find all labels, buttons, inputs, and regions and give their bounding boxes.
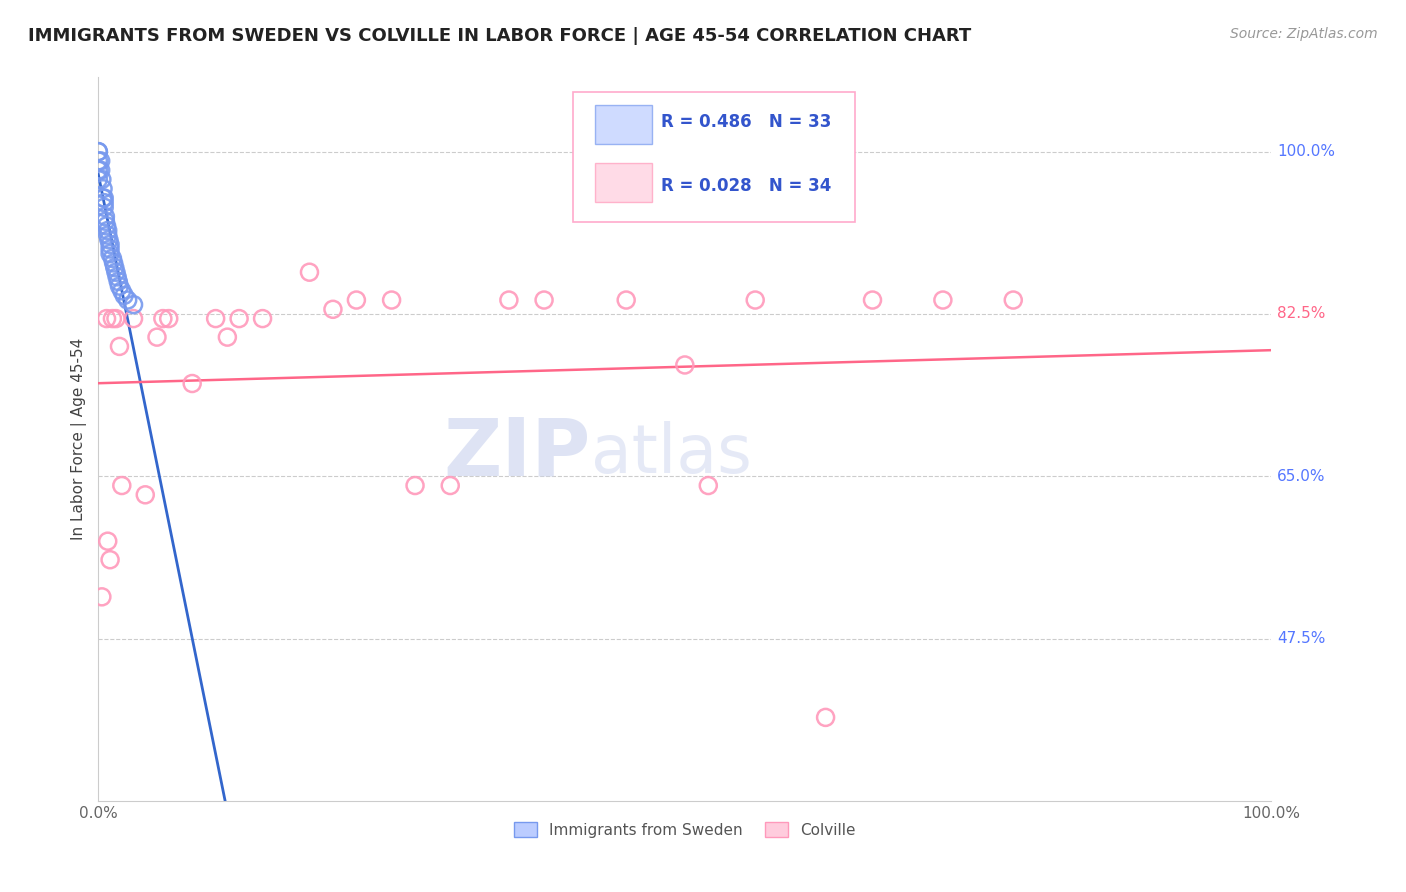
Point [93,191,115,205]
Text: 100.0%: 100.0% [1277,145,1336,159]
Point [98,553,121,567]
Point [404,478,426,492]
Point [744,293,766,307]
Point [697,478,720,492]
Text: 82.5%: 82.5% [1277,307,1326,321]
Point [103,256,125,270]
Point [87,145,110,159]
Point [614,293,637,307]
Text: ZIP: ZIP [444,415,591,492]
Text: 47.5%: 47.5% [1277,631,1326,646]
Legend: Immigrants from Sweden, Colville: Immigrants from Sweden, Colville [508,815,862,844]
Point [87,163,110,178]
Text: R = 0.486   N = 33: R = 0.486 N = 33 [661,113,832,131]
Point [932,293,955,307]
Point [344,293,367,307]
FancyBboxPatch shape [595,163,652,202]
Point [97,233,120,247]
Point [117,293,139,307]
Point [93,200,115,214]
Point [134,488,156,502]
Point [217,330,239,344]
Point [94,214,117,228]
Point [101,311,124,326]
Point [101,252,124,266]
Text: R = 0.028   N = 34: R = 0.028 N = 34 [661,177,832,195]
Text: atlas: atlas [591,421,752,487]
Point [252,311,274,326]
Point [91,182,114,196]
Text: 65.0%: 65.0% [1277,469,1326,483]
Point [439,478,461,492]
Point [90,590,112,604]
Point [122,311,145,326]
Point [90,163,112,178]
Point [97,228,120,243]
Point [111,478,134,492]
Point [98,246,121,260]
Point [105,269,128,284]
Point [98,242,121,256]
Point [94,210,117,224]
Point [146,330,169,344]
Point [90,172,112,186]
Point [152,311,174,326]
Point [108,279,131,293]
Point [322,302,344,317]
Point [87,172,110,186]
Point [862,293,884,307]
Point [97,534,120,549]
Point [298,265,321,279]
Point [97,223,120,237]
Point [381,293,404,307]
Text: IMMIGRANTS FROM SWEDEN VS COLVILLE IN LABOR FORCE | AGE 45-54 CORRELATION CHART: IMMIGRANTS FROM SWEDEN VS COLVILLE IN LA… [28,27,972,45]
Point [814,710,837,724]
Point [98,237,121,252]
Point [108,339,131,353]
Point [93,195,115,210]
Y-axis label: In Labor Force | Age 45-54: In Labor Force | Age 45-54 [72,338,87,541]
Point [96,311,118,326]
FancyBboxPatch shape [595,105,652,144]
Point [673,358,696,372]
Point [104,265,127,279]
Point [107,275,129,289]
Point [498,293,520,307]
Point [111,284,134,298]
Point [228,311,250,326]
Text: Source: ZipAtlas.com: Source: ZipAtlas.com [1230,27,1378,41]
Point [91,191,114,205]
Point [104,311,127,326]
Point [87,145,110,159]
Point [90,153,112,168]
Point [157,311,180,326]
Point [533,293,555,307]
Point [122,298,145,312]
Point [1002,293,1025,307]
FancyBboxPatch shape [574,92,855,222]
Point [87,153,110,168]
Point [96,219,118,233]
Point [181,376,204,391]
Point [204,311,226,326]
Point [112,288,135,302]
Point [104,260,127,275]
